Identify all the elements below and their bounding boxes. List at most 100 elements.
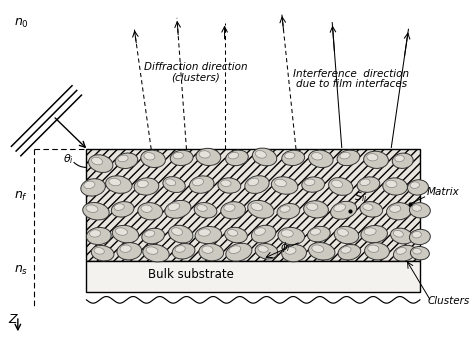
Ellipse shape: [172, 244, 195, 259]
Text: $n_0$: $n_0$: [14, 17, 29, 30]
Ellipse shape: [367, 153, 378, 161]
Ellipse shape: [146, 247, 158, 254]
Ellipse shape: [410, 203, 430, 218]
Ellipse shape: [282, 150, 305, 165]
Ellipse shape: [248, 200, 274, 218]
Ellipse shape: [387, 203, 411, 220]
Ellipse shape: [86, 205, 98, 212]
Ellipse shape: [138, 203, 163, 220]
Text: due to film interfaces: due to film interfaces: [296, 80, 407, 89]
Ellipse shape: [118, 155, 128, 162]
Text: $\theta_i$: $\theta_i$: [63, 153, 73, 166]
Ellipse shape: [81, 179, 105, 196]
Ellipse shape: [228, 230, 237, 236]
Ellipse shape: [199, 229, 210, 236]
Ellipse shape: [410, 182, 419, 188]
Ellipse shape: [284, 152, 295, 159]
Ellipse shape: [221, 202, 246, 219]
Ellipse shape: [391, 228, 413, 244]
Ellipse shape: [228, 152, 238, 159]
Ellipse shape: [141, 150, 165, 168]
Ellipse shape: [86, 227, 111, 245]
Ellipse shape: [341, 247, 351, 253]
Ellipse shape: [225, 227, 247, 243]
Ellipse shape: [94, 247, 104, 254]
Ellipse shape: [90, 230, 100, 237]
Ellipse shape: [340, 152, 350, 159]
Ellipse shape: [334, 226, 359, 244]
Ellipse shape: [360, 202, 383, 217]
Ellipse shape: [248, 178, 259, 186]
Ellipse shape: [310, 228, 320, 235]
Ellipse shape: [224, 204, 235, 212]
Text: $n_s$: $n_s$: [14, 264, 28, 277]
Ellipse shape: [364, 151, 388, 168]
Ellipse shape: [408, 180, 428, 195]
Ellipse shape: [304, 201, 328, 218]
Ellipse shape: [360, 179, 370, 186]
Ellipse shape: [368, 245, 379, 252]
Ellipse shape: [91, 245, 114, 261]
Ellipse shape: [305, 179, 315, 186]
Text: (clusters): (clusters): [172, 73, 220, 83]
Ellipse shape: [338, 244, 361, 260]
Ellipse shape: [226, 150, 248, 166]
Ellipse shape: [170, 150, 193, 165]
Ellipse shape: [83, 202, 109, 220]
Ellipse shape: [199, 151, 210, 158]
Ellipse shape: [334, 204, 346, 212]
Ellipse shape: [109, 178, 121, 186]
Ellipse shape: [277, 203, 300, 219]
Ellipse shape: [395, 155, 404, 162]
Ellipse shape: [218, 178, 241, 193]
Ellipse shape: [308, 226, 330, 242]
Ellipse shape: [229, 246, 241, 253]
Text: $\phi_i$: $\phi_i$: [280, 240, 291, 254]
Ellipse shape: [112, 225, 139, 243]
Ellipse shape: [106, 176, 132, 193]
Ellipse shape: [274, 179, 287, 187]
Text: Bulk substrate: Bulk substrate: [148, 268, 234, 281]
Ellipse shape: [221, 180, 231, 187]
Ellipse shape: [258, 246, 268, 252]
Ellipse shape: [117, 243, 142, 260]
Ellipse shape: [337, 150, 360, 166]
Ellipse shape: [332, 180, 343, 188]
Ellipse shape: [91, 157, 102, 165]
Ellipse shape: [392, 153, 413, 168]
Ellipse shape: [312, 245, 324, 252]
Ellipse shape: [311, 152, 323, 160]
Ellipse shape: [272, 177, 298, 194]
Ellipse shape: [144, 152, 155, 160]
Ellipse shape: [114, 204, 124, 210]
Ellipse shape: [357, 177, 380, 192]
Text: Matrix: Matrix: [427, 187, 459, 197]
Ellipse shape: [364, 228, 376, 235]
Ellipse shape: [285, 247, 296, 254]
Ellipse shape: [337, 229, 348, 236]
Ellipse shape: [165, 179, 176, 186]
Ellipse shape: [192, 178, 203, 186]
Ellipse shape: [361, 226, 387, 243]
Text: Interference  direction: Interference direction: [293, 69, 410, 79]
Ellipse shape: [412, 231, 421, 238]
Ellipse shape: [328, 178, 353, 195]
Ellipse shape: [393, 245, 416, 261]
Ellipse shape: [89, 155, 113, 172]
Ellipse shape: [143, 244, 169, 262]
Ellipse shape: [309, 243, 335, 260]
Ellipse shape: [120, 245, 131, 252]
Ellipse shape: [199, 244, 224, 261]
Ellipse shape: [190, 176, 214, 193]
Ellipse shape: [116, 228, 128, 235]
Ellipse shape: [278, 227, 305, 245]
Text: Clusters: Clusters: [428, 296, 470, 306]
Ellipse shape: [253, 148, 277, 166]
Bar: [86, 149, 420, 261]
Ellipse shape: [255, 228, 265, 235]
Ellipse shape: [226, 243, 252, 261]
Ellipse shape: [194, 202, 217, 218]
Ellipse shape: [302, 177, 325, 192]
Ellipse shape: [255, 244, 278, 259]
Ellipse shape: [393, 230, 403, 237]
